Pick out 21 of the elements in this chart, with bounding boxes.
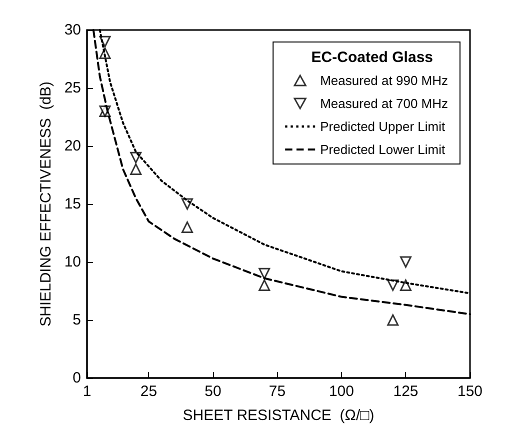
x-tick-label: 75 (268, 383, 286, 400)
x-tick-label: 25 (140, 383, 158, 400)
y-tick-label: 0 (72, 370, 81, 386)
y-tick-label: 25 (64, 80, 81, 96)
x-axis-title: SHEET RESISTANCE (Ω/□) (182, 407, 374, 424)
legend-label: Predicted Lower Limit (320, 142, 446, 157)
x-tick-label: 125 (393, 383, 418, 400)
x-tick-label: 100 (328, 383, 354, 400)
y-axis-title: SHIELDING EFFECTIVENESS (dB) (37, 81, 54, 327)
legend-label: Measured at 700 MHz (320, 96, 448, 111)
x-tick-label: 1 (82, 383, 92, 400)
y-tick-label: 10 (64, 254, 81, 270)
y-tick-label: 15 (64, 196, 81, 212)
legend-label: Measured at 990 MHz (320, 73, 448, 88)
legend-title: EC-Coated Glass (311, 49, 434, 66)
x-tick-label: 50 (204, 383, 222, 400)
x-tick-label: 150 (457, 383, 483, 400)
y-tick-label: 20 (64, 138, 81, 154)
legend-label: Predicted Upper Limit (320, 119, 446, 134)
y-tick-label: 5 (72, 312, 81, 328)
y-tick-label: 30 (64, 22, 81, 38)
